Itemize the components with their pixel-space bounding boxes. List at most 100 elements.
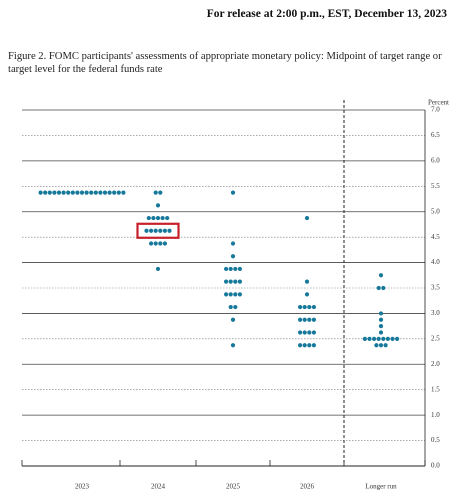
dot (237, 292, 242, 297)
dot (155, 203, 161, 208)
dot (230, 343, 236, 348)
dot (146, 215, 151, 221)
dot (144, 228, 149, 233)
dot (378, 317, 384, 322)
dot (151, 215, 156, 221)
x-tick-label: 2026 (300, 483, 315, 491)
dot (367, 336, 372, 341)
dot (302, 330, 307, 335)
dot (395, 336, 400, 341)
dot (43, 190, 48, 195)
dot (230, 254, 236, 259)
y-tick-label: 3.5 (431, 284, 440, 292)
dot (228, 304, 233, 310)
dot (160, 215, 165, 221)
y-axis-label: Percent (428, 99, 449, 107)
dot (376, 285, 381, 291)
dot (89, 190, 94, 195)
dot (116, 190, 121, 195)
y-tick-label: 6.5 (431, 131, 440, 139)
x-tick-label: Longer run (365, 483, 397, 491)
dot (121, 190, 126, 195)
dot (311, 317, 316, 322)
y-tick-label: 5.0 (431, 207, 440, 215)
x-tick-label: 2025 (226, 483, 241, 491)
dot (233, 304, 238, 310)
dot (302, 343, 307, 348)
dot (52, 190, 57, 195)
dot (230, 317, 236, 322)
dot (378, 330, 384, 335)
dot (38, 190, 43, 195)
dot (307, 330, 312, 335)
dot (155, 215, 161, 221)
dot (376, 336, 381, 341)
dot (381, 285, 386, 291)
y-tick-label: 2.0 (431, 360, 440, 368)
dot (372, 336, 377, 341)
dot (383, 343, 388, 348)
dot (79, 190, 85, 195)
dot (224, 292, 229, 297)
y-tick-label: 7.0 (431, 106, 440, 114)
dot (167, 228, 172, 233)
dot (233, 279, 238, 284)
highlight-box (136, 222, 180, 239)
y-tick-label: 6.0 (431, 156, 440, 164)
dot (153, 190, 158, 195)
dot (298, 330, 303, 335)
dot (224, 279, 229, 284)
dot (84, 190, 89, 195)
dot (378, 311, 384, 316)
dot (56, 190, 62, 195)
dot (302, 317, 307, 322)
dot (107, 190, 112, 195)
dot (307, 343, 312, 348)
dot (311, 343, 316, 348)
dot (61, 190, 66, 195)
dot (304, 279, 310, 284)
dot (237, 279, 242, 284)
dot (149, 228, 154, 233)
dot (155, 266, 161, 272)
dot (158, 190, 163, 195)
y-tick-label: 5.5 (431, 182, 440, 190)
dot (93, 190, 98, 195)
dot (153, 241, 158, 246)
y-tick-label: 0.5 (431, 436, 440, 444)
y-tick-label: 1.0 (431, 411, 440, 419)
dot (298, 304, 303, 310)
dot (47, 190, 52, 195)
dot (233, 266, 238, 272)
dot (298, 317, 303, 322)
dot (75, 190, 80, 195)
dot (165, 215, 170, 221)
y-tick-label: 0.0 (431, 462, 440, 470)
dot (158, 228, 163, 233)
dot (311, 330, 316, 335)
dot (237, 266, 242, 272)
dot (307, 317, 312, 322)
figure-caption: Figure 2. FOMC participants' assessments… (8, 51, 442, 75)
dot (102, 190, 108, 195)
dot (381, 336, 386, 341)
dot (228, 266, 233, 272)
dot (298, 343, 303, 348)
dot (162, 228, 167, 233)
dot (98, 190, 103, 195)
dot (233, 292, 238, 297)
y-tick-label: 4.5 (431, 233, 440, 241)
dot (228, 279, 233, 284)
dot (158, 241, 163, 246)
dot (112, 190, 117, 195)
x-tick-label: 2023 (75, 483, 90, 491)
dot (378, 324, 384, 329)
dot (362, 336, 367, 341)
dot (311, 304, 316, 310)
dot (302, 304, 307, 310)
y-tick-label: 1.5 (431, 385, 440, 393)
dot (230, 190, 236, 195)
dot (378, 343, 384, 348)
dot (307, 304, 312, 310)
